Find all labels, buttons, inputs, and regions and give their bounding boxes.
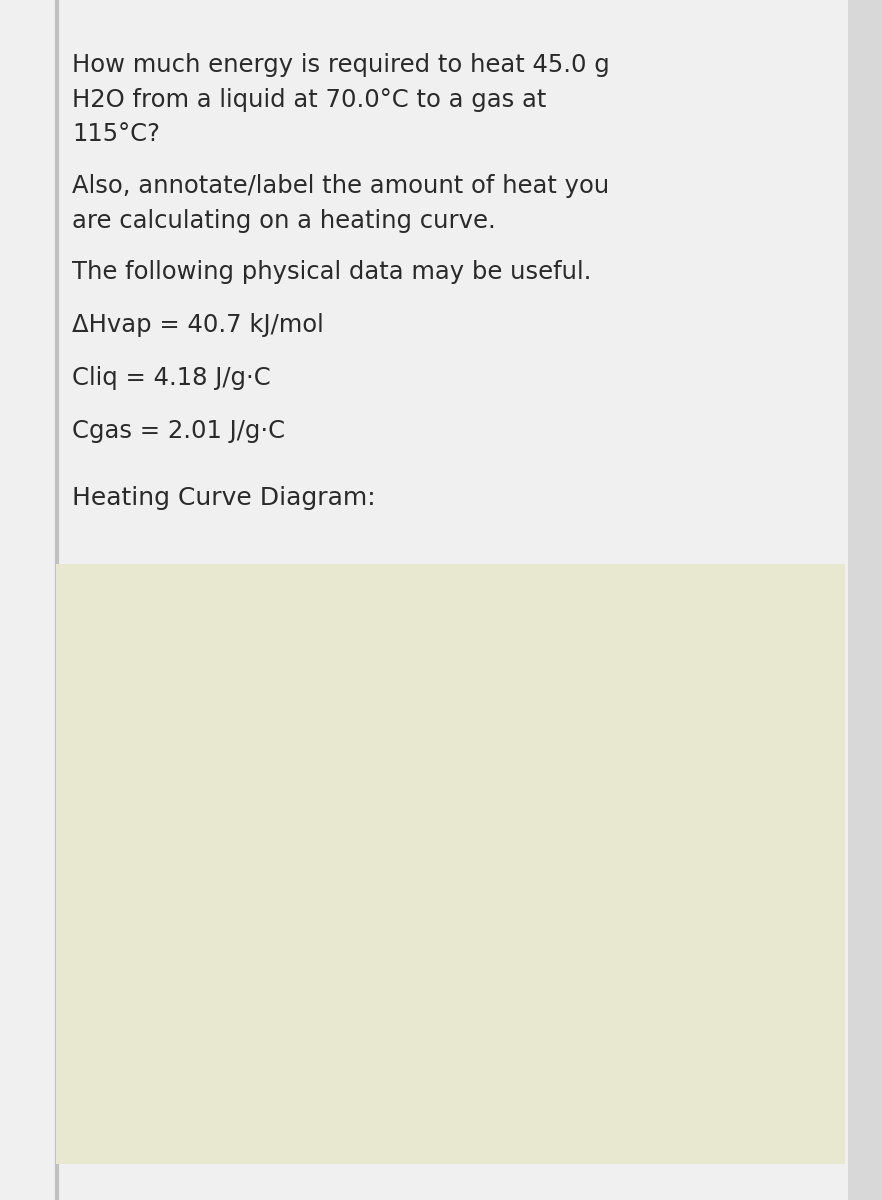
Y-axis label: Temperature (°C): Temperature (°C) [112,809,125,918]
Text: H2O from a liquid at 70.0°C to a gas at: H2O from a liquid at 70.0°C to a gas at [72,88,547,112]
Text: Also, annotate/label the amount of heat you: Also, annotate/label the amount of heat … [72,174,609,198]
Text: (E): (E) [734,689,753,703]
Text: (A): (A) [176,1055,196,1068]
Text: Cgas = 2.01 J/g·C: Cgas = 2.01 J/g·C [72,419,286,443]
Text: Heating Curve Diagram:: Heating Curve Diagram: [72,486,376,510]
Text: ΔHvap = 40.7 kJ/mol: ΔHvap = 40.7 kJ/mol [72,313,324,337]
Text: 100°C: 100°C [155,740,194,754]
Text: (C): (C) [404,917,425,930]
Text: are calculating on a heating curve.: are calculating on a heating curve. [72,209,496,233]
Text: The following physical data may be useful.: The following physical data may be usefu… [72,260,592,284]
FancyBboxPatch shape [848,0,882,1200]
Text: 115°C?: 115°C? [72,122,161,146]
Text: 0°C: 0°C [155,994,178,1007]
Text: How much energy is required to heat 45.0 g: How much energy is required to heat 45.0… [72,53,610,77]
Text: Time  →: Time → [392,1126,452,1141]
Text: (D): (D) [581,739,602,754]
Text: (B): (B) [280,992,300,1007]
Text: Cliq = 4.18 J/g·C: Cliq = 4.18 J/g·C [72,366,271,390]
